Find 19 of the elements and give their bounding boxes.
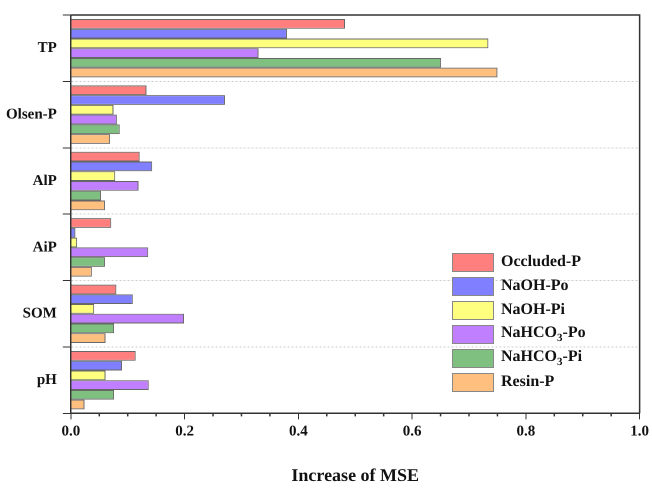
legend-label: Occluded-P [501,253,581,271]
x-tick-label: 0.6 [402,423,422,440]
y-tick-label: SOM [22,306,57,322]
x-tick-label: 0.4 [288,423,308,440]
y-tick-label: Olsen-P [6,106,57,122]
legend-label: NaOH-Po [501,277,569,295]
y-tick-label: TP [38,40,57,56]
legend-label: Resin-P [501,373,554,391]
x-tick-label: 0.0 [61,423,80,440]
x-tick-label: 0.8 [516,423,536,440]
legend-label: NaOH-Pi [501,301,565,319]
y-tick-label: AlP [32,172,57,189]
x-axis-title: Increase of MSE [291,464,420,485]
y-tick-label: pH [36,372,58,388]
x-tick-label: 1.0 [630,423,649,440]
legend-label: NaHCO$_{3}$-Pi [501,348,582,368]
y-tick-label: AiP [32,239,57,256]
legend-label: NaHCO$_{3}$-Po [501,324,586,344]
x-tick-label: 0.2 [175,423,194,440]
